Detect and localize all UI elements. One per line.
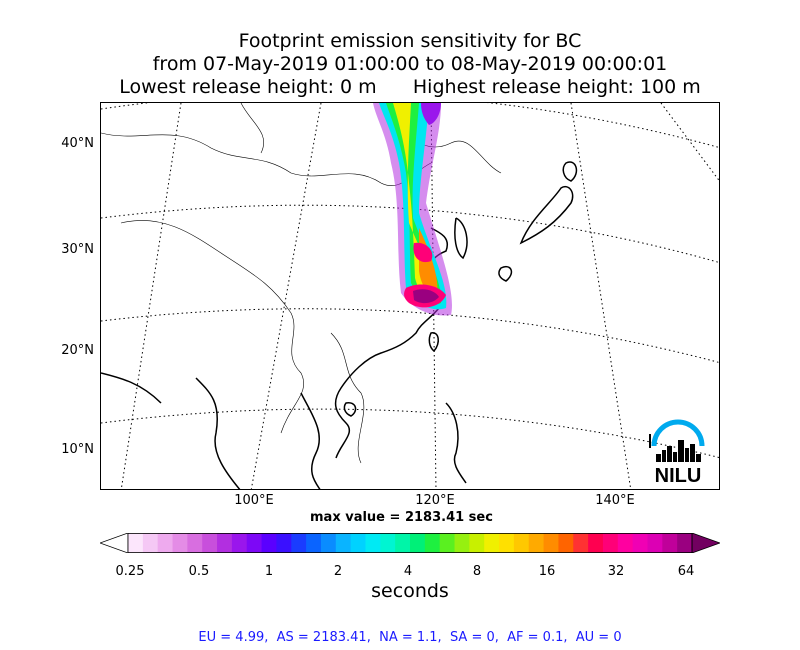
footprint-plume bbox=[373, 103, 452, 316]
colorbar-segment bbox=[543, 533, 559, 553]
meridian-100e bbox=[250, 103, 322, 489]
colorbar-tick-2: 1 bbox=[264, 564, 274, 579]
indochina bbox=[300, 392, 321, 489]
lat-label-30n: 30°N bbox=[61, 242, 94, 257]
colorbar-segment bbox=[261, 533, 277, 553]
colorbar-segment bbox=[499, 533, 515, 553]
colorbar bbox=[100, 533, 720, 553]
colorbar-outline bbox=[127, 533, 693, 553]
colorbar-segment bbox=[410, 533, 426, 553]
colorbar-segment bbox=[335, 533, 352, 553]
colorbar-segment bbox=[528, 533, 545, 553]
plume-top-purple bbox=[421, 103, 441, 125]
regional-summary: EU = 4.99, AS = 2183.41, NA = 1.1, SA = … bbox=[198, 630, 622, 645]
lat-label-10n: 10°N bbox=[61, 442, 94, 457]
india-east bbox=[101, 372, 162, 404]
korea-coast bbox=[454, 217, 468, 260]
title-line-3: Lowest release height: 0 m Highest relea… bbox=[119, 76, 701, 98]
country-borders bbox=[101, 103, 502, 464]
logo-text: NILU bbox=[655, 465, 702, 486]
logo-arc bbox=[651, 419, 705, 447]
colorbar-segment bbox=[454, 533, 470, 553]
colorbar-segment bbox=[469, 533, 485, 553]
colorbar-tick-1: 0.5 bbox=[188, 564, 210, 579]
parallel-10n bbox=[101, 408, 719, 459]
coastlines bbox=[101, 161, 578, 489]
title-line-2: from 07-May-2019 01:00:00 to 08-May-2019… bbox=[152, 53, 668, 75]
colorbar-segment bbox=[291, 533, 307, 553]
max-value-label: max value = 2183.41 sec bbox=[310, 510, 493, 525]
colorbar-segment bbox=[632, 533, 648, 553]
colorbar-segment bbox=[513, 533, 530, 553]
taiwan bbox=[428, 332, 439, 353]
colorbar-tick-0: 0.25 bbox=[115, 564, 145, 579]
colorbar-segment bbox=[588, 533, 604, 553]
colorbar-segment bbox=[350, 533, 366, 553]
meridian-140e bbox=[570, 103, 632, 489]
colorbar-segment bbox=[573, 533, 589, 553]
plume-hotspot-core bbox=[413, 289, 439, 304]
colorbar-segment bbox=[662, 533, 678, 553]
parallel-40n bbox=[101, 103, 719, 148]
colorbar-tick-3: 2 bbox=[333, 564, 343, 579]
colorbar-tick-6: 16 bbox=[538, 564, 556, 579]
parallel-20n bbox=[101, 308, 719, 363]
meridian-80e bbox=[120, 103, 182, 489]
japan-kyushu bbox=[498, 266, 513, 282]
lat-label-40n: 40°N bbox=[61, 136, 94, 151]
colorbar-segment bbox=[439, 533, 456, 553]
bay-coast bbox=[195, 377, 241, 489]
colorbar-segment bbox=[142, 533, 159, 553]
colorbar-segment bbox=[187, 533, 203, 553]
colorbar-tick-8: 64 bbox=[677, 564, 695, 579]
colorbar-tick-4: 4 bbox=[403, 564, 413, 579]
colorbar-arrow-high bbox=[691, 533, 720, 553]
japan-honshu bbox=[519, 186, 574, 245]
colorbar-segment bbox=[424, 533, 441, 553]
colorbar-segment bbox=[617, 533, 634, 553]
colorbar-segment bbox=[677, 533, 693, 553]
colorbar-segment bbox=[157, 533, 174, 553]
colorbar-segment bbox=[217, 533, 233, 553]
colorbar-segment bbox=[246, 533, 263, 553]
colorbar-segment bbox=[380, 533, 396, 553]
map-canvas bbox=[101, 103, 719, 489]
colorbar-segment bbox=[320, 533, 337, 553]
title-line-1: Footprint emission sensitivity for BC bbox=[238, 30, 582, 52]
colorbar-segment bbox=[558, 533, 574, 553]
nilu-logo: NILU bbox=[640, 410, 716, 487]
map-panel bbox=[100, 102, 720, 490]
lon-label-100e: 100°E bbox=[234, 493, 274, 508]
lat-label-20n: 20°N bbox=[61, 343, 94, 358]
figure-title: Footprint emission sensitivity for BC fr… bbox=[0, 30, 800, 99]
meridian-160e bbox=[660, 103, 719, 182]
plume-hotspot-1 bbox=[413, 242, 433, 263]
colorbar-segment bbox=[365, 533, 381, 553]
colorbar-segment bbox=[647, 533, 663, 553]
colorbar-segment bbox=[202, 533, 218, 553]
colorbar-tick-7: 32 bbox=[607, 564, 625, 579]
logo-skyline bbox=[656, 440, 701, 462]
colorbar-segment bbox=[395, 533, 411, 553]
colorbar-tick-5: 8 bbox=[472, 564, 482, 579]
hainan bbox=[343, 402, 357, 417]
philippines bbox=[445, 402, 467, 484]
colorbar-unit-label: seconds bbox=[371, 580, 449, 602]
colorbar-segment bbox=[276, 533, 292, 553]
colorbar-segment bbox=[602, 533, 619, 553]
colorbar-arrow-low bbox=[100, 533, 129, 553]
colorbar-segment bbox=[306, 533, 322, 553]
lon-label-120e: 120°E bbox=[415, 493, 455, 508]
colorbar-segment bbox=[128, 533, 144, 553]
lon-label-140e: 140°E bbox=[595, 493, 635, 508]
colorbar-segment bbox=[484, 533, 500, 553]
colorbar-segment bbox=[231, 533, 248, 553]
japan-hokkaido bbox=[562, 161, 578, 182]
colorbar-segment bbox=[172, 533, 188, 553]
